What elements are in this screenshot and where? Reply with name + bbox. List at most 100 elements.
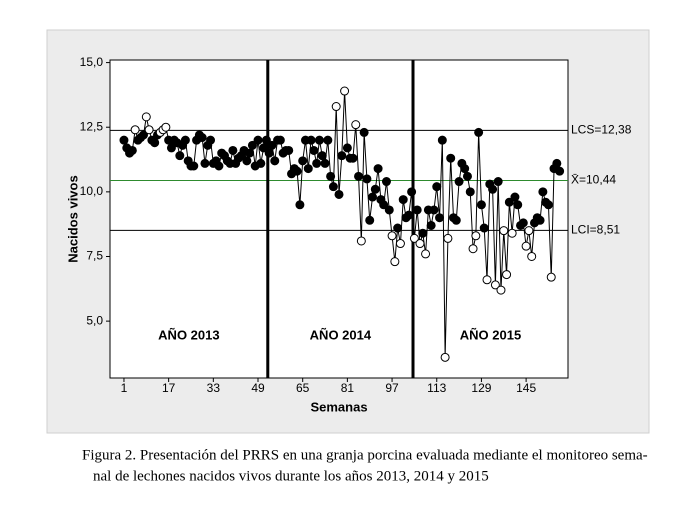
data-point [314,135,324,145]
data-point [468,244,478,254]
reference-label: LCI=8,51 [571,223,620,237]
x-tick-label: 65 [296,381,310,395]
data-point [415,239,425,249]
data-point [130,125,140,135]
data-point [359,127,369,137]
data-point [295,200,305,210]
data-point [228,145,238,155]
data-point [253,135,263,145]
x-tick-label: 33 [207,381,221,395]
data-point [161,122,171,132]
x-tick-label: 129 [471,381,491,395]
data-point [275,135,285,145]
x-axis-title: Semanas [310,399,367,414]
data-point [180,135,190,145]
x-tick-label: 17 [162,381,176,395]
data-point [150,138,160,148]
period-label: AÑO 2013 [158,327,219,342]
data-point [214,161,224,171]
data-point [465,187,475,197]
x-tick-label: 81 [341,381,355,395]
data-point [312,158,322,168]
data-point [476,200,486,210]
data-point [521,241,531,251]
x-tick-label: 113 [427,381,446,395]
data-point [384,205,394,215]
data-point [309,145,319,155]
data-point [398,195,408,205]
data-point [373,164,383,174]
reference-label: LCS=12,38 [571,122,632,136]
data-point [535,215,545,225]
x-tick-label: 145 [516,381,536,395]
y-tick-label: 15,0 [80,55,104,69]
data-point [368,192,378,202]
data-point [298,156,308,166]
data-point [323,135,333,145]
data-point [127,145,137,155]
data-point [502,270,512,280]
data-point [284,145,294,155]
data-point [381,177,391,187]
data-point [306,135,316,145]
data-point [435,213,445,223]
data-point [543,200,553,210]
data-point [144,125,154,135]
data-point [175,151,185,161]
x-tick-label: 49 [251,381,265,395]
data-point [395,239,405,249]
data-point [390,257,400,267]
reference-label: X̄=10,44 [571,173,616,187]
data-point [340,86,350,96]
data-point [471,231,481,241]
data-point [354,171,364,181]
data-point [474,127,484,137]
data-point [546,272,556,282]
data-point [317,151,327,161]
data-point [440,352,450,362]
data-point [141,112,151,122]
data-point [518,218,528,228]
data-point [356,236,366,246]
data-point [429,205,439,215]
data-point [479,223,489,233]
data-point [362,174,372,184]
data-point [493,177,503,187]
data-point [462,171,472,181]
data-point [446,153,456,163]
data-point [490,280,500,290]
data-point [527,251,537,261]
data-point [326,171,336,181]
data-point [454,177,464,187]
data-point [351,120,361,130]
data-point [451,215,461,225]
data-point [206,135,216,145]
data-point [507,228,517,238]
data-point [337,151,347,161]
data-point [432,182,442,192]
data-point [421,249,431,259]
caption-line: nal de lechones nacidos vivos durante lo… [93,468,489,484]
data-point [264,148,274,158]
data-point [261,135,271,145]
data-point [348,153,358,163]
data-point [245,148,255,158]
data-point [342,143,352,153]
y-tick-label: 5,0 [86,313,103,327]
data-point [247,140,257,150]
data-point [555,166,565,176]
data-point [200,158,210,168]
data-point [379,200,389,210]
caption-line: Figura 2. Presentación del PRRS en una g… [82,447,648,463]
data-point [303,164,313,174]
data-point [409,233,419,243]
plot-area [109,59,569,379]
data-point [499,226,509,236]
data-point [513,200,523,210]
data-point [510,192,520,202]
data-point [426,220,436,230]
data-point [412,205,422,215]
y-tick-label: 12,5 [80,119,104,133]
